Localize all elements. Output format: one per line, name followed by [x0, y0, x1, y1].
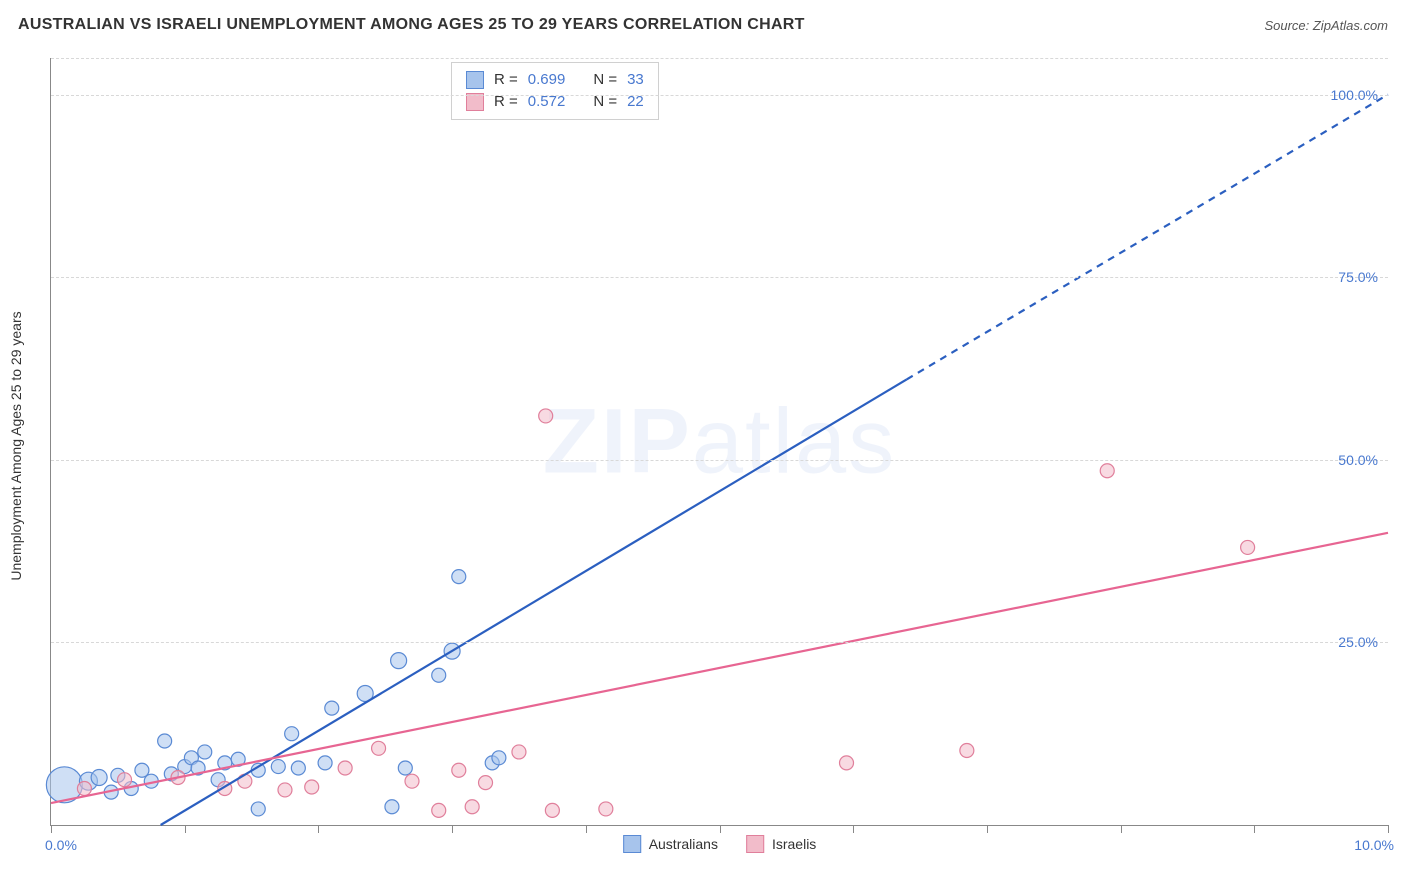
trend-line	[51, 533, 1388, 803]
data-point	[492, 751, 506, 765]
data-point	[271, 760, 285, 774]
x-axis-min-label: 0.0%	[45, 837, 77, 853]
data-point	[840, 756, 854, 770]
data-point	[391, 653, 407, 669]
data-point	[285, 727, 299, 741]
x-axis-tick	[185, 825, 186, 833]
y-axis-tick-label: 100.0%	[1331, 87, 1378, 103]
data-point	[251, 802, 265, 816]
data-point	[479, 776, 493, 790]
data-point	[385, 800, 399, 814]
chart-header: AUSTRALIAN VS ISRAELI UNEMPLOYMENT AMONG…	[18, 16, 1388, 34]
gridline-h	[51, 277, 1388, 278]
data-point	[545, 803, 559, 817]
series-swatch	[466, 93, 484, 111]
chart-svg	[51, 58, 1388, 825]
y-axis-tick-label: 50.0%	[1338, 452, 1378, 468]
legend-item: Australians	[623, 835, 718, 853]
y-axis-tick-label: 75.0%	[1338, 269, 1378, 285]
data-point	[77, 781, 91, 795]
x-axis-max-label: 10.0%	[1354, 837, 1394, 853]
legend-label: Israelis	[772, 836, 816, 852]
x-axis-tick	[1121, 825, 1122, 833]
data-point	[91, 770, 107, 786]
data-point	[198, 745, 212, 759]
chart-title: AUSTRALIAN VS ISRAELI UNEMPLOYMENT AMONG…	[18, 16, 805, 34]
data-point	[118, 773, 132, 787]
x-axis-tick	[1388, 825, 1389, 833]
data-point	[278, 783, 292, 797]
x-axis-tick	[853, 825, 854, 833]
x-axis-tick	[318, 825, 319, 833]
data-point	[305, 780, 319, 794]
data-point	[398, 761, 412, 775]
data-point	[599, 802, 613, 816]
source-credit: Source: ZipAtlas.com	[1264, 18, 1388, 33]
data-point	[452, 763, 466, 777]
gridline-h	[51, 58, 1388, 59]
stats-n-value: 33	[627, 69, 644, 91]
x-axis-tick	[51, 825, 52, 833]
legend-swatch	[746, 835, 764, 853]
legend-item: Israelis	[746, 835, 816, 853]
x-axis-tick	[720, 825, 721, 833]
data-point	[325, 701, 339, 715]
gridline-h	[51, 642, 1388, 643]
data-point	[465, 800, 479, 814]
data-point	[405, 774, 419, 788]
x-axis-tick	[586, 825, 587, 833]
data-point	[372, 741, 386, 755]
x-axis-tick	[987, 825, 988, 833]
legend-swatch	[623, 835, 641, 853]
legend-label: Australians	[649, 836, 718, 852]
trend-line-dashed	[907, 95, 1388, 380]
stats-box: R =0.699N =33R =0.572N =22	[451, 62, 659, 120]
x-axis-tick	[452, 825, 453, 833]
data-point	[432, 803, 446, 817]
data-point	[539, 409, 553, 423]
y-axis-tick-label: 25.0%	[1338, 634, 1378, 650]
data-point	[338, 761, 352, 775]
data-point	[291, 761, 305, 775]
series-swatch	[466, 71, 484, 89]
stats-n-label: N =	[593, 69, 617, 91]
y-axis-title: Unemployment Among Ages 25 to 29 years	[8, 311, 24, 580]
stats-row: R = 0.699 N = 33	[466, 69, 644, 91]
data-point	[1100, 464, 1114, 478]
data-point	[452, 570, 466, 584]
data-point	[512, 745, 526, 759]
data-point	[960, 743, 974, 757]
legend: Australians Israelis	[623, 835, 817, 853]
stats-r-value: 0.699	[528, 69, 566, 91]
data-point	[1241, 540, 1255, 554]
gridline-h	[51, 95, 1388, 96]
plot-area: ZIPatlas R =0.699N =33R =0.572N =22 Aust…	[50, 58, 1388, 826]
stats-r-label: R =	[494, 69, 518, 91]
data-point	[238, 774, 252, 788]
data-point	[158, 734, 172, 748]
x-axis-tick	[1254, 825, 1255, 833]
gridline-h	[51, 460, 1388, 461]
data-point	[318, 756, 332, 770]
data-point	[432, 668, 446, 682]
